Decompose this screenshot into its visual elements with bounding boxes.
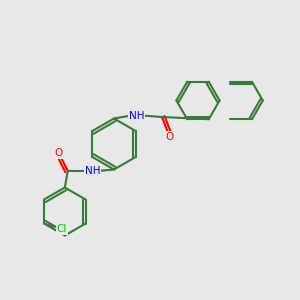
Text: Cl: Cl xyxy=(57,224,67,235)
Text: NH: NH xyxy=(129,110,144,121)
Text: O: O xyxy=(55,148,63,158)
Text: NH: NH xyxy=(85,166,100,176)
Text: O: O xyxy=(165,131,174,142)
